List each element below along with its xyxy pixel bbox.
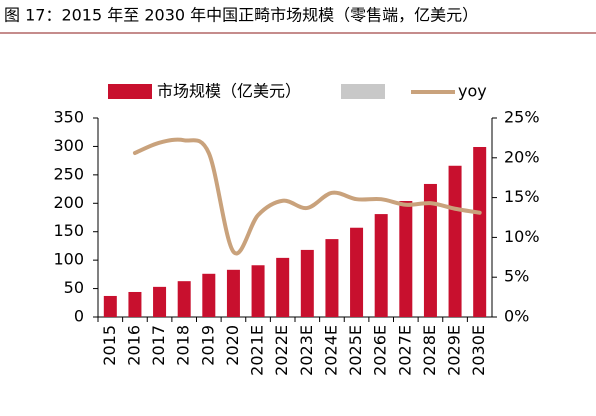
y2-tick-label: 25% (504, 108, 540, 127)
y-tick-label: 350 (53, 108, 84, 127)
y2-tick-label: 15% (504, 187, 540, 206)
line (132, 137, 482, 256)
x-tick-label: 2022E (272, 325, 291, 376)
y2-tick-label: 20% (504, 147, 540, 166)
x-tick-label: 2026E (371, 325, 390, 376)
bar (423, 183, 437, 317)
x-tick-label: 2016 (124, 325, 143, 366)
y-tick-label: 250 (53, 164, 84, 183)
y-tick-label: 200 (53, 193, 84, 212)
bar (448, 165, 462, 317)
bar (276, 257, 290, 317)
bar (300, 249, 314, 317)
bar (226, 269, 240, 317)
x-tick-label: 2021E (248, 325, 267, 376)
x-tick-label: 2018 (174, 325, 193, 366)
legend-label: yoy (458, 82, 487, 101)
y2-tick-label: 10% (504, 227, 540, 246)
legend-swatch (341, 84, 385, 99)
bar (374, 214, 388, 317)
x-tick-label: 2025E (346, 325, 365, 376)
bar (153, 286, 167, 317)
legend-swatch (108, 84, 152, 99)
bar (473, 146, 487, 317)
y2-tick-label: 5% (504, 267, 529, 286)
bar (399, 201, 413, 317)
y2-tick-label: 0% (504, 307, 529, 326)
x-tick-label: 2019 (198, 325, 217, 366)
x-tick-label: 2020 (223, 325, 242, 366)
bar (350, 227, 364, 317)
bar (103, 295, 117, 317)
y-tick-label: 150 (53, 221, 84, 240)
x-tick-label: 2023E (297, 325, 316, 376)
y-tick-label: 300 (53, 136, 84, 155)
x-tick-label: 2030E (469, 325, 488, 376)
bar (177, 281, 191, 317)
x-tick-label: 2024E (321, 325, 340, 376)
y-tick-label: 100 (53, 250, 84, 269)
bar (202, 273, 216, 317)
legend-label: 市场规模（亿美元） (157, 82, 301, 101)
y-tick-label: 50 (64, 278, 84, 297)
y-tick-label: 0 (74, 307, 84, 326)
x-tick-label: 2029E (445, 325, 464, 376)
bar (251, 265, 265, 317)
bar (128, 291, 142, 317)
x-tick-label: 2028E (420, 325, 439, 376)
x-tick-label: 2017 (149, 325, 168, 366)
x-tick-label: 2015 (100, 325, 119, 366)
chart-title: 图 17：2015 年至 2030 年中国正畸市场规模（零售端，亿美元） (4, 6, 478, 25)
bar (325, 239, 339, 317)
x-tick-label: 2027E (395, 325, 414, 376)
